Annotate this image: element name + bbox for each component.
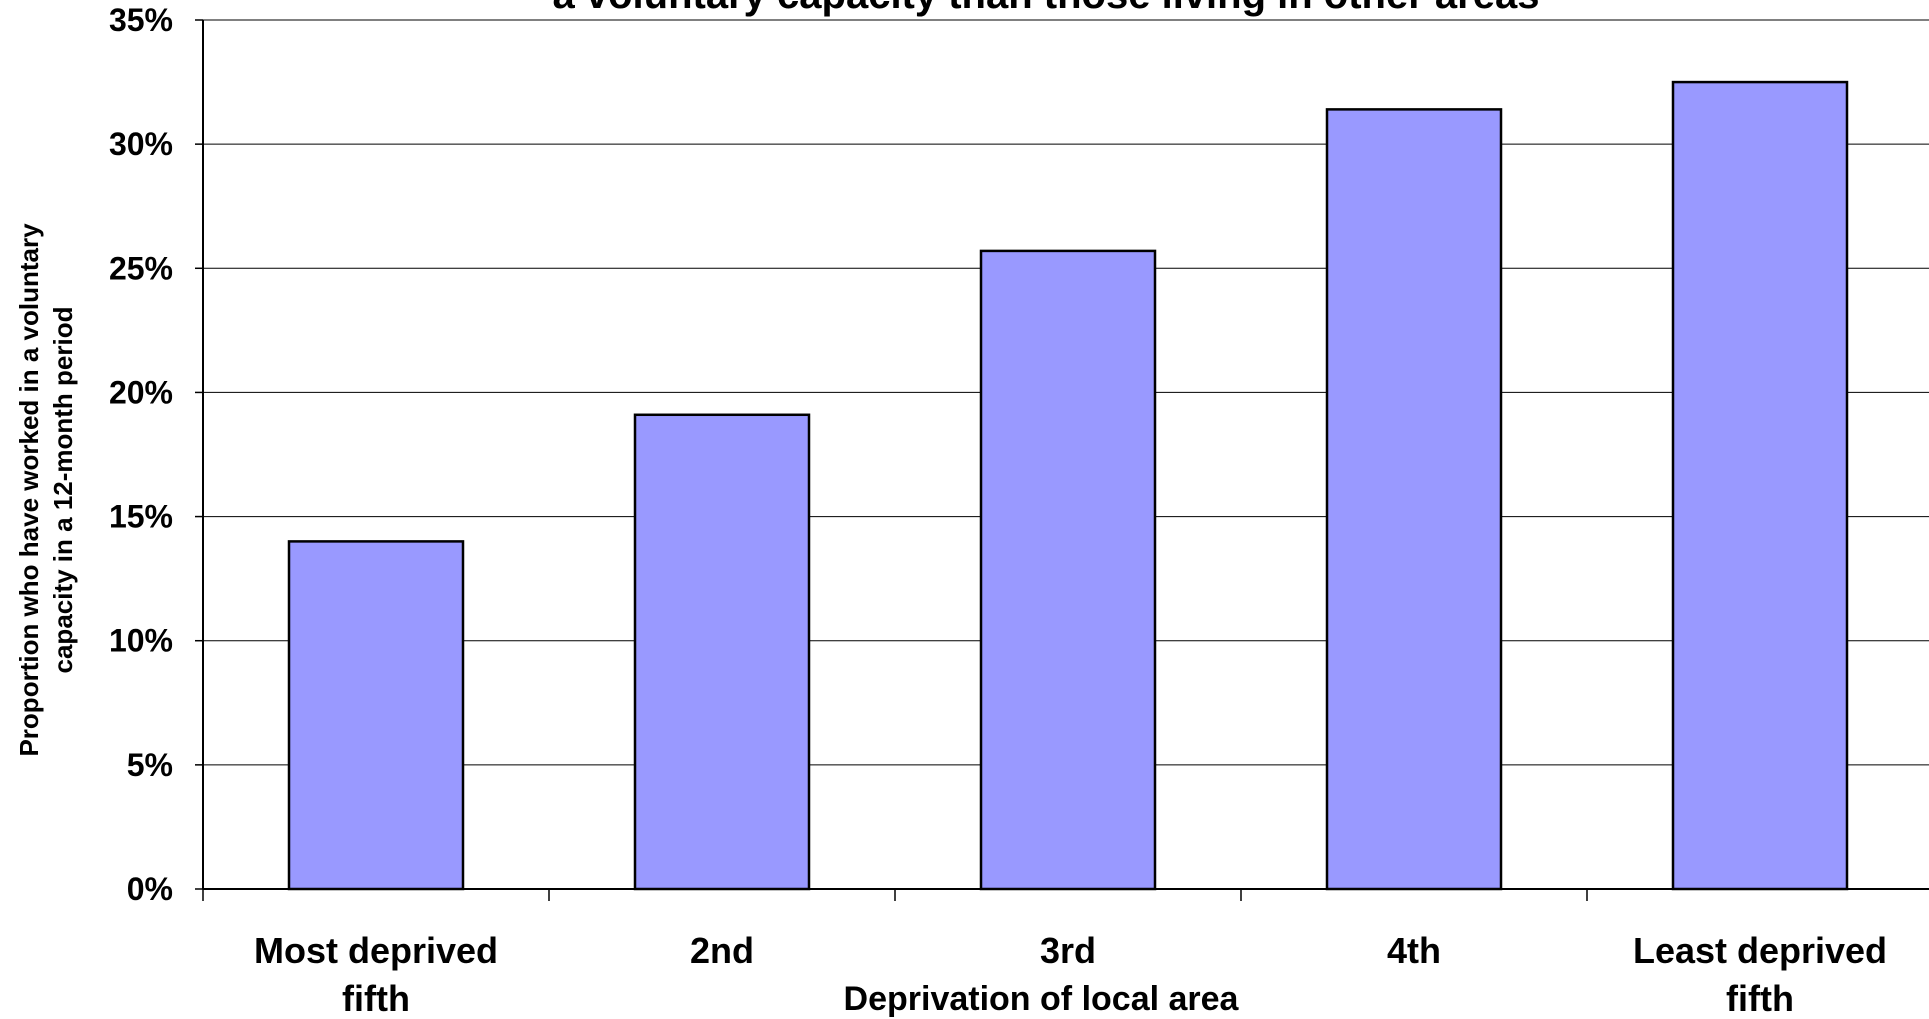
y-axis-title: Proportion who have worked in a voluntar… xyxy=(14,223,78,757)
bars xyxy=(287,80,1849,891)
y-axis-title-text: Proportion who have worked in a voluntar… xyxy=(14,223,78,757)
axes xyxy=(195,19,1929,901)
y-tick-label: 35% xyxy=(109,2,173,38)
y-tick-labels: 0% 5% 10% 15% 20% 25% 30% 35% xyxy=(109,2,173,907)
bar xyxy=(1671,80,1849,891)
bar xyxy=(633,413,811,891)
bar xyxy=(1325,108,1503,891)
bar xyxy=(979,249,1157,891)
x-category-label: 3rd xyxy=(1040,930,1096,971)
x-category-label: 2nd xyxy=(690,930,754,971)
y-tick-label: 20% xyxy=(109,374,173,410)
chart-title: a voluntary capacity than those living i… xyxy=(553,0,1540,17)
y-tick-label: 0% xyxy=(127,871,173,907)
y-tick-label: 30% xyxy=(109,126,173,162)
y-tick-label: 10% xyxy=(109,623,173,659)
y-tick-label: 25% xyxy=(109,250,173,286)
x-category-label: Least deprived fifth xyxy=(1633,930,1887,1019)
x-category-labels: Most deprived fifth 2nd 3rd 4th Least deprive… xyxy=(254,930,1887,1019)
y-tick-label: 15% xyxy=(109,499,173,535)
x-category-label: Most deprived fifth xyxy=(254,930,498,1019)
bar xyxy=(287,540,465,891)
x-axis-title: Deprivation of local area xyxy=(844,980,1240,1018)
x-category-label: 4th xyxy=(1387,930,1441,971)
y-tick-label: 5% xyxy=(127,747,173,783)
